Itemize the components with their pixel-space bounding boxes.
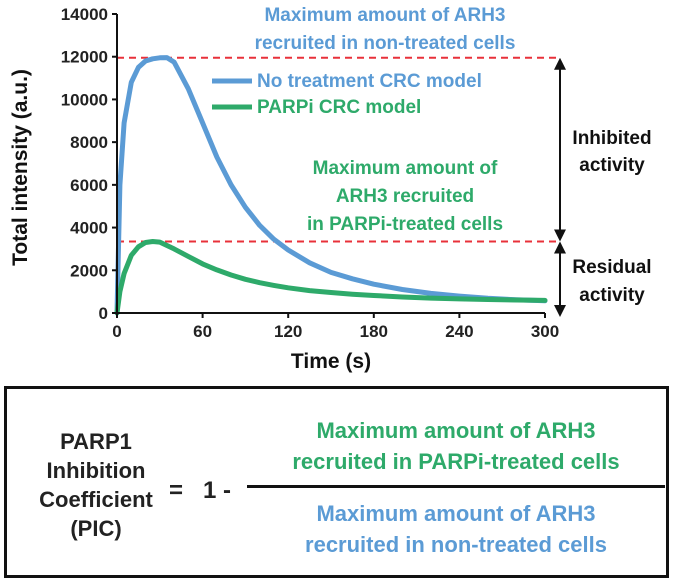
- annotation-residual-line: Residual: [572, 257, 651, 278]
- numerator-line: Maximum amount of ARH3: [316, 418, 596, 443]
- fraction-numerator: Maximum amount of ARH3 recruited in PARP…: [247, 415, 665, 477]
- pic-label-line: Inhibition: [46, 458, 146, 483]
- x-tick-label: 0: [112, 322, 121, 341]
- y-tick-label: 4000: [70, 219, 108, 238]
- y-tick-label: 8000: [70, 133, 108, 152]
- x-tick-label: 240: [445, 322, 473, 341]
- annotation-residual-line: activity: [579, 285, 645, 306]
- pic-label: PARP1 Inhibition Coefficient (PIC): [21, 427, 171, 543]
- y-axis-label: Total intensity (a.u.): [9, 69, 32, 266]
- intensity-chart: 0 2000 4000 6000 8000 10000 12000 14000 0 60 120 18…: [9, 5, 652, 373]
- pic-label-line: PARP1: [60, 429, 132, 454]
- y-tick-label: 2000: [70, 261, 108, 280]
- legend-label-no-treatment: No treatment CRC model: [257, 71, 482, 92]
- y-tick-label: 10000: [61, 90, 108, 109]
- one-minus: 1 -: [203, 477, 232, 504]
- fraction: Maximum amount of ARH3 recruited in PARP…: [247, 415, 665, 560]
- equals-sign: =: [169, 477, 184, 504]
- x-tick-label: 60: [193, 322, 212, 341]
- x-tick-label: 300: [531, 322, 559, 341]
- x-tick-label: 180: [360, 322, 388, 341]
- denominator-line: Maximum amount of ARH3: [316, 501, 596, 526]
- annotation-inhibited-line: Inhibited: [572, 128, 651, 149]
- fraction-bar: [247, 485, 665, 488]
- y-tick-label: 14000: [61, 5, 108, 24]
- annotation-max-no-treatment-line: recruited in non-treated cells: [255, 33, 516, 54]
- pic-label-line: (PIC): [70, 516, 122, 541]
- y-tick-label: 12000: [61, 48, 108, 67]
- annotation-max-parpi-line: in PARPi-treated cells: [307, 214, 503, 235]
- fraction-denominator: Maximum amount of ARH3 recruited in non-…: [247, 498, 665, 560]
- pic-label-line: Coefficient: [39, 487, 153, 512]
- x-axis-label: Time (s): [291, 350, 371, 373]
- annotation-inhibited-line: activity: [579, 155, 645, 176]
- annotation-max-parpi-line: ARH3 recruited: [336, 186, 474, 207]
- denominator-line: recruited in non-treated cells: [305, 532, 607, 557]
- y-tick-label: 0: [99, 304, 108, 323]
- numerator-line: recruited in PARPi-treated cells: [292, 449, 620, 474]
- pic-formula-box: PARP1 Inhibition Coefficient (PIC) = 1 -…: [4, 386, 669, 578]
- series-no-treatment-line: [114, 55, 548, 316]
- annotation-max-no-treatment-line: Maximum amount of ARH3: [264, 5, 505, 26]
- series-parpi-line: [114, 239, 548, 316]
- y-tick-label: 6000: [70, 176, 108, 195]
- legend-label-parpi: PARPi CRC model: [257, 97, 421, 118]
- annotation-max-parpi-line: Maximum amount of: [313, 158, 498, 179]
- x-tick-label: 120: [274, 322, 302, 341]
